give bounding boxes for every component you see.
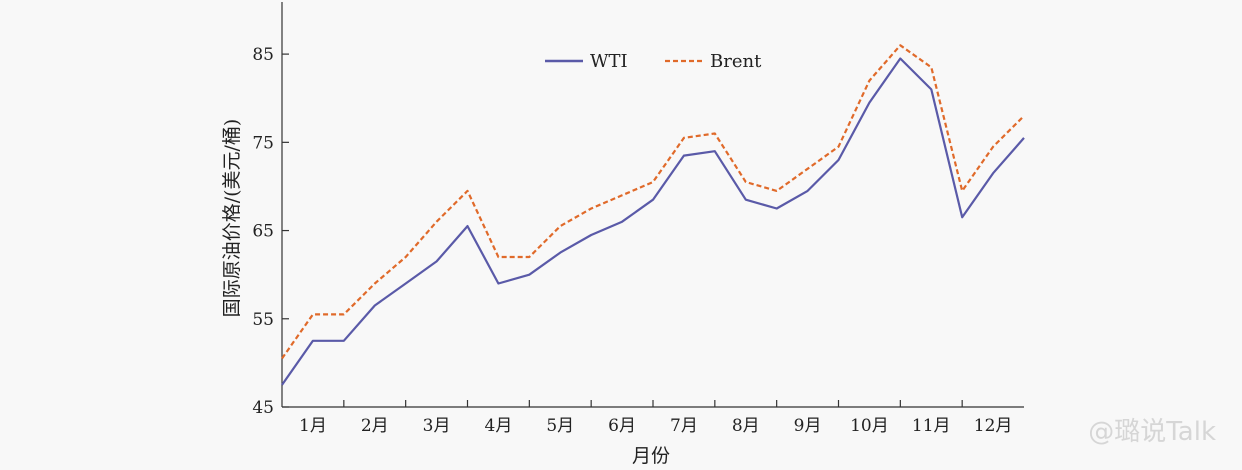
x-tick-label: 12月	[974, 416, 1013, 436]
x-tick-label: 11月	[912, 416, 951, 436]
y-tick-label: 65	[252, 222, 274, 242]
legend-label-brent: Brent	[710, 51, 762, 72]
x-tick-label: 9月	[794, 416, 822, 436]
series-line-wti	[281, 57, 1025, 386]
x-tick-label: 10月	[850, 416, 889, 436]
y-axis-title: 国际原油价格/(美元/桶)	[221, 119, 243, 318]
watermark: @璐说Talk	[1088, 417, 1216, 447]
series-layer	[281, 44, 1025, 386]
y-tick-labels: 45 55 65 75 85	[252, 45, 274, 418]
legend: WTI Brent	[545, 51, 762, 72]
y-tick-label: 55	[252, 310, 274, 330]
x-tick-label: 6月	[608, 416, 636, 436]
x-axis-title: 月份	[632, 445, 670, 467]
x-tick-label: 3月	[423, 416, 451, 436]
x-tick-label: 8月	[732, 416, 760, 436]
x-tick-label: 2月	[361, 416, 389, 436]
x-tick-label: 1月	[299, 416, 327, 436]
x-tick-label: 4月	[485, 416, 513, 436]
x-tick-labels: 1月 2月 3月 4月 5月 6月 7月 8月 9月 10月 11月 12月	[299, 416, 1012, 436]
x-tick-label: 5月	[546, 416, 574, 436]
series-line-brent	[281, 44, 1025, 360]
axes	[281, 2, 1024, 408]
x-tick-label: 7月	[670, 416, 698, 436]
y-tick-label: 45	[252, 398, 274, 418]
legend-label-wti: WTI	[590, 51, 628, 72]
y-tick-label: 85	[252, 45, 274, 65]
y-tick-label: 75	[252, 133, 274, 153]
